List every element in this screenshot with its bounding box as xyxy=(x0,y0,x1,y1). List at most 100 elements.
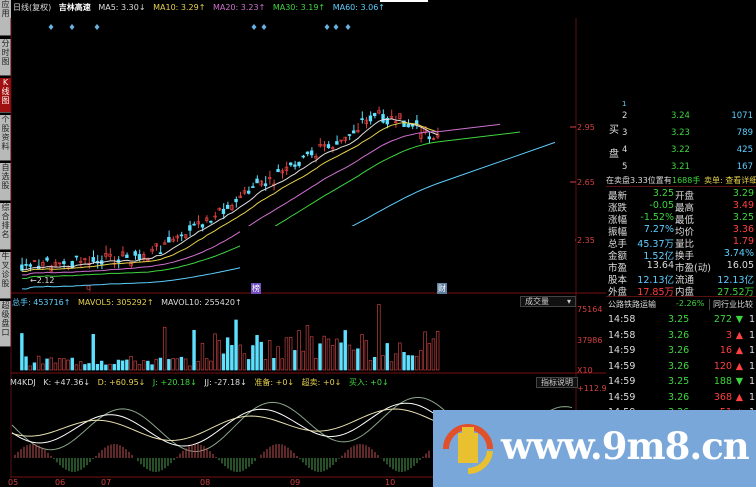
candle-body xyxy=(154,243,158,247)
event-marker[interactable]: q xyxy=(86,283,92,292)
signal-diamond-icon xyxy=(345,24,351,30)
volume-bar xyxy=(251,345,255,371)
industry-compare-button[interactable]: 同行业比较 xyxy=(709,299,753,310)
candle-body xyxy=(314,155,318,159)
candle-body xyxy=(137,254,142,260)
volume-bar xyxy=(83,364,87,371)
stat-row: 振幅 7.27% 均价 3.36 xyxy=(608,224,754,238)
volume-axis-label: 37986 xyxy=(577,336,603,345)
candle-body xyxy=(41,262,45,267)
candle-body xyxy=(280,170,284,174)
indicator-dropdown[interactable]: 成交量 ▾ xyxy=(520,296,576,307)
side-tab[interactable]: 综合排名 xyxy=(0,203,11,250)
stat-row: 涨幅 -1.52% 最低 3.25 xyxy=(608,212,754,226)
candle-body xyxy=(301,155,305,158)
stat-row: 总手 45.37万 量比 1.79 xyxy=(608,236,754,250)
volume-bar xyxy=(372,356,377,371)
candle-body xyxy=(356,130,360,133)
kline-chart[interactable] xyxy=(0,0,606,487)
candle-body xyxy=(414,120,419,126)
volume-bar xyxy=(49,357,53,371)
volume-bar xyxy=(99,360,104,371)
chart-mode[interactable]: 日线(复权) xyxy=(13,3,52,12)
candle-body xyxy=(293,164,297,167)
candle-body xyxy=(91,257,95,262)
side-tab[interactable]: 自选股 xyxy=(0,163,11,201)
candle-body xyxy=(276,169,280,173)
volume-bar xyxy=(377,304,381,371)
side-tab[interactable]: K线图 xyxy=(0,78,11,113)
view-details-link[interactable]: 卖单: 查看详细 xyxy=(704,176,756,185)
volume-bar xyxy=(167,359,171,371)
candle-body xyxy=(431,138,436,140)
side-tab[interactable]: 牛叉诊股 xyxy=(0,252,11,299)
volume-bar xyxy=(24,356,28,371)
order-book-row: 4 3.22 425 xyxy=(622,145,753,155)
stat-row: 股本 12.13亿 流通 12.13亿 xyxy=(608,275,754,286)
price-axis-label: 2.95 xyxy=(577,123,595,132)
candle-body xyxy=(305,151,310,155)
low-price-label: ←2.12 xyxy=(30,276,55,285)
volume-bar xyxy=(137,364,142,371)
volume-axis-label: X10 xyxy=(577,366,593,375)
candle-body xyxy=(347,134,352,136)
candle-body xyxy=(104,253,108,257)
signal-diamond-icon xyxy=(261,24,267,30)
tick-row: 14:58 3.26 3 ▲ 1 xyxy=(608,329,755,341)
candle-body xyxy=(62,261,66,265)
volume-bar xyxy=(175,358,179,371)
indicator-help-button[interactable]: 指标说明 xyxy=(536,377,578,388)
volume-bar xyxy=(213,333,217,371)
candle-body xyxy=(238,195,242,199)
candle-body xyxy=(150,248,154,252)
dropdown-value: 成交量 xyxy=(525,297,549,306)
event-marker[interactable]: 榜 xyxy=(251,283,261,294)
side-tab[interactable]: 个股资料 xyxy=(0,115,11,161)
candle-body xyxy=(57,262,62,265)
candle-body xyxy=(360,118,364,121)
candle-body xyxy=(251,186,255,188)
signal-diamond-icon xyxy=(48,24,54,30)
date-label: 10 xyxy=(385,478,396,487)
side-tab[interactable]: 应用 xyxy=(0,0,11,36)
kdj-prep: 准备: +0↓ xyxy=(254,378,295,387)
candle-body xyxy=(192,223,196,226)
volume-bar xyxy=(116,359,121,371)
candle-body xyxy=(385,117,389,125)
volume-bar xyxy=(221,353,226,371)
candle-body xyxy=(288,162,293,166)
candle-body xyxy=(326,144,331,148)
order-notice: 在卖盘3.33位置有 1688手 卖单: 查看详细 xyxy=(606,176,756,185)
volume-bar xyxy=(204,358,209,371)
volume-bar xyxy=(305,325,310,371)
volume-bar xyxy=(238,344,242,371)
side-tab[interactable]: 分时图 xyxy=(0,39,11,76)
industry-name[interactable]: 公路铁路运输 xyxy=(608,300,656,309)
volume-bar xyxy=(414,355,419,371)
volume-header: 总手: 453716↑ MAVOL5: 305292↑ MAVOL10: 255… xyxy=(12,297,247,308)
candle-body xyxy=(196,221,200,225)
arrow-down-icon: ▼ xyxy=(735,376,743,387)
volume-bar xyxy=(74,364,79,371)
kdj-jj: JJ: -27.18↓ xyxy=(204,378,247,387)
side-tab[interactable]: 超级盘口 xyxy=(0,301,11,347)
kdj-k: K: +47.36↓ xyxy=(43,378,91,387)
candle-body xyxy=(246,190,251,194)
candle-body xyxy=(167,236,171,243)
volume-bar xyxy=(120,360,125,371)
candle-body xyxy=(364,119,368,125)
volume-bar xyxy=(360,334,364,371)
candle-body xyxy=(20,264,24,271)
candle-body xyxy=(171,238,175,242)
volume-bar xyxy=(217,339,221,371)
volume-bar xyxy=(297,330,301,371)
mavol5-label: MAVOL5: 305292↑ xyxy=(78,298,154,307)
candle-body xyxy=(372,113,377,117)
candle-body xyxy=(297,161,301,166)
volume-bar xyxy=(57,358,62,371)
candle-body xyxy=(179,234,184,237)
volume-bar xyxy=(225,337,230,371)
arrow-up-icon: ▲ xyxy=(735,345,743,356)
event-marker[interactable]: 财 xyxy=(437,283,447,294)
signal-diamond-icon xyxy=(333,24,339,30)
